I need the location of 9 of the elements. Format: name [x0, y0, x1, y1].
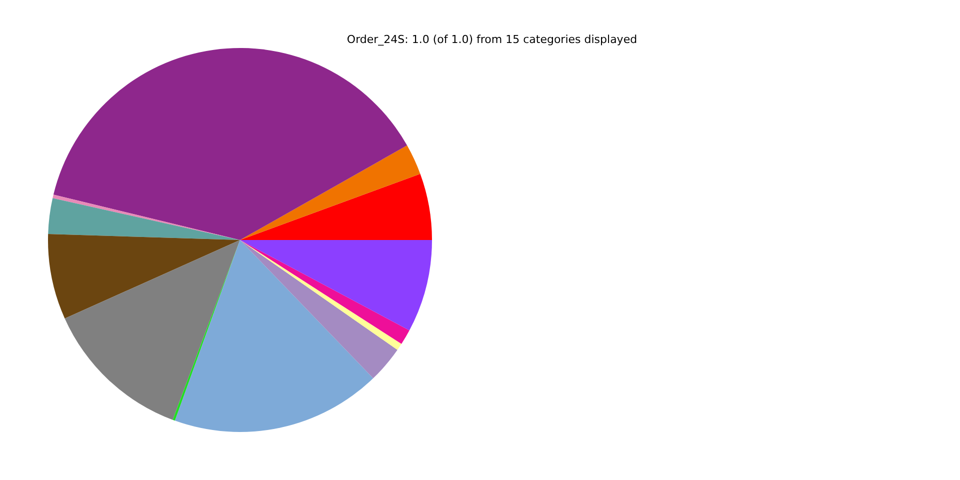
- pie-slice: [53, 48, 408, 240]
- pie-slice: [64, 240, 240, 420]
- pie-slice: [240, 145, 420, 240]
- pie-slice: [174, 240, 374, 432]
- pie-slice: [240, 174, 432, 240]
- pie-slice: [48, 234, 240, 318]
- text: Order_24S: 1.0 (of 1.0) from 15 categories displayed: [346, 32, 638, 46]
- pie-slice: [240, 240, 432, 330]
- pie-slice: [240, 240, 398, 378]
